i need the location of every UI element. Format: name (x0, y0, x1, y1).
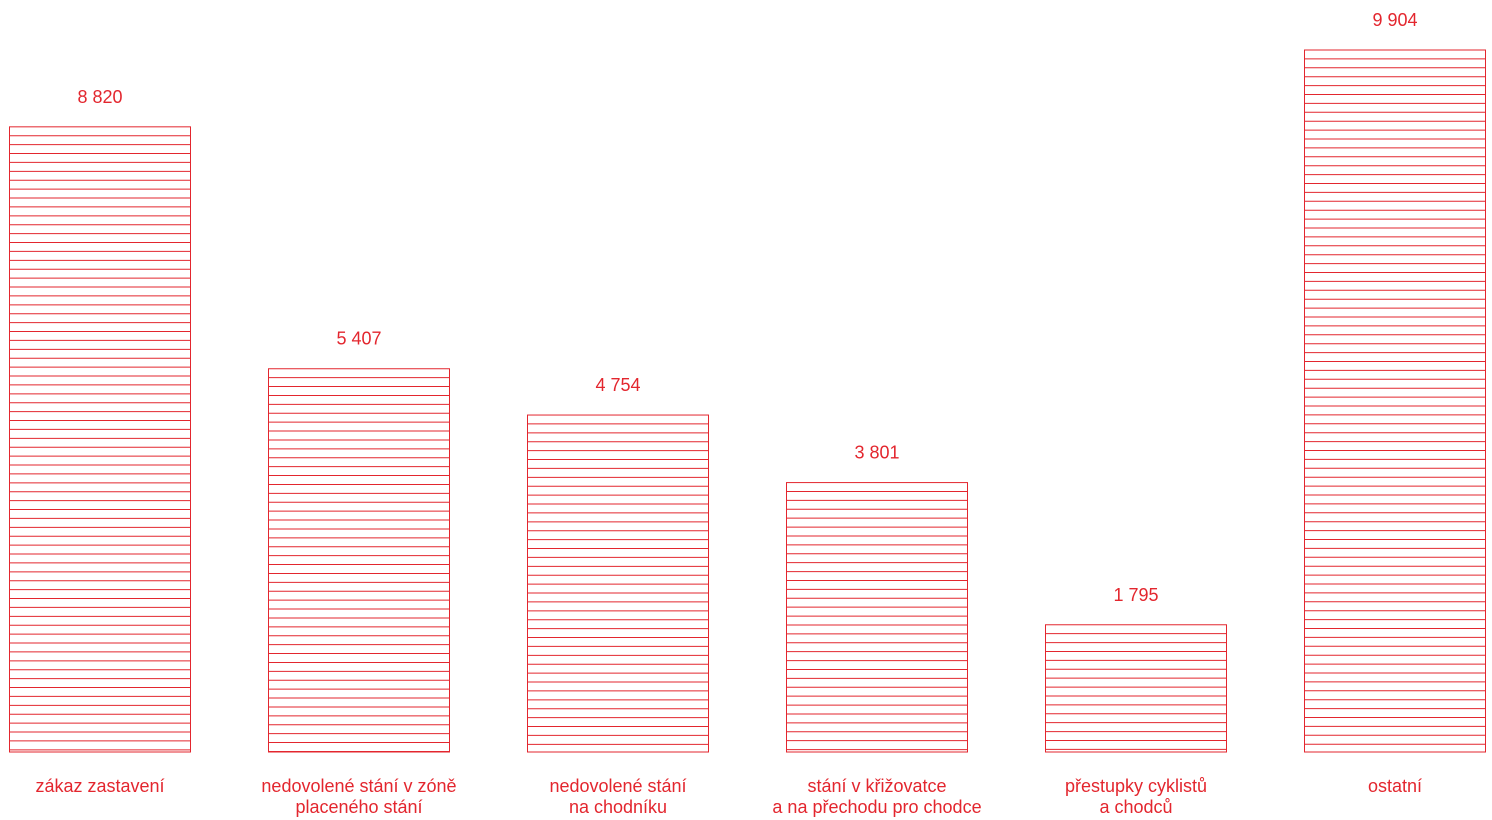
bar (786, 482, 968, 753)
category-label: stání v křižovatce a na přechodu pro chod… (772, 776, 981, 817)
bar (1304, 49, 1486, 753)
bar-outline (786, 482, 968, 753)
category-label-line: zákaz zastavení (35, 776, 164, 796)
category-label-line: stání v křižovatce (807, 776, 946, 796)
category-label-line: na chodníku (569, 797, 667, 817)
bar-outline (1045, 624, 1227, 753)
category-label-line: a na přechodu pro chodce (772, 797, 981, 817)
category-label: zákaz zastavení (35, 776, 164, 796)
data-label: 1 795 (1113, 585, 1158, 605)
data-label: 4 754 (595, 375, 640, 395)
bar-outline (268, 368, 450, 753)
bar-outline (527, 414, 709, 753)
category-label-line: nedovolené stání (549, 776, 686, 796)
bar (1045, 624, 1227, 753)
category-label-line: ostatní (1368, 776, 1422, 796)
bar (9, 126, 191, 753)
category-label-line: přestupky cyklistů (1065, 776, 1207, 796)
bar-outline (1304, 49, 1486, 753)
data-label: 8 820 (77, 87, 122, 107)
data-label: 9 904 (1372, 10, 1417, 30)
category-label-line: a chodců (1099, 797, 1172, 817)
bar-outline (9, 126, 191, 753)
category-label: nedovolené stání v zóně placeného stání (261, 776, 456, 817)
category-label-line: nedovolené stání v zóně (261, 776, 456, 796)
category-label: přestupky cyklistů a chodců (1065, 776, 1207, 817)
category-label: ostatní (1368, 776, 1422, 796)
bars-group (9, 49, 1486, 753)
category-labels-group: zákaz zastavení nedovolené stání v zóně pl… (35, 776, 1422, 817)
category-label-line: placeného stání (295, 797, 422, 817)
category-label: nedovolené stání na chodníku (549, 776, 686, 817)
value-labels-group: 8 820 5 407 4 754 3 801 1 795 9 904 (77, 10, 1417, 605)
data-label: 5 407 (336, 329, 381, 349)
bar (527, 414, 709, 753)
bar (268, 368, 450, 753)
data-label: 3 801 (854, 443, 899, 463)
